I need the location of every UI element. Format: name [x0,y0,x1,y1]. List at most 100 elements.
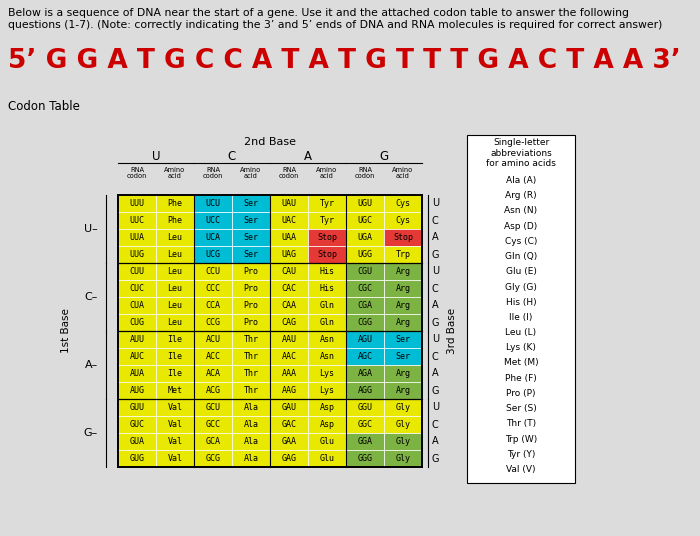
Text: C: C [432,284,439,294]
Text: GGC: GGC [358,420,372,429]
Bar [156,229,194,246]
Text: Val: Val [167,437,183,446]
Text: ACA: ACA [206,369,220,378]
Text: GGU: GGU [358,403,372,412]
Text: Ser: Ser [244,233,258,242]
Bar [194,331,232,348]
Text: ACC: ACC [206,352,220,361]
Text: Met: Met [167,386,183,395]
Text: Tyr (Y): Tyr (Y) [507,450,536,459]
Text: UGA: UGA [358,233,372,242]
Text: CAC: CAC [281,284,297,293]
Text: G: G [432,453,440,464]
Bar [308,450,346,467]
Bar [194,280,232,297]
Bar [384,212,422,229]
Text: Lys: Lys [319,386,335,395]
Bar [118,195,156,212]
Text: A: A [432,233,439,242]
Text: Gly: Gly [395,403,410,412]
Text: CUC: CUC [130,284,144,293]
Text: G–: G– [84,428,98,438]
Bar [194,399,232,416]
Bar [232,246,270,263]
Bar [384,263,422,280]
Bar [232,433,270,450]
Bar [346,399,384,416]
Text: Ser: Ser [244,199,258,208]
Text: GGA: GGA [358,437,372,446]
Bar [270,331,308,348]
Bar [346,263,384,280]
Text: Gln: Gln [319,301,335,310]
Text: GCG: GCG [206,454,220,463]
Text: CAG: CAG [281,318,297,327]
Bar [156,416,194,433]
Bar [118,229,156,246]
Text: Leu: Leu [167,318,183,327]
Text: Thr: Thr [244,335,258,344]
Text: Amino
acid: Amino acid [393,167,414,180]
Text: AUC: AUC [130,352,144,361]
Bar [156,246,194,263]
Bar [467,135,575,483]
Text: CCC: CCC [206,284,220,293]
Text: GCA: GCA [206,437,220,446]
Text: GCU: GCU [206,403,220,412]
Text: A: A [304,150,312,163]
Bar [118,212,156,229]
Text: CAA: CAA [281,301,297,310]
Text: Phe: Phe [167,216,183,225]
Text: Met (M): Met (M) [504,359,538,368]
Text: UAG: UAG [281,250,297,259]
Text: Glu: Glu [319,454,335,463]
Bar [270,212,308,229]
Bar [232,229,270,246]
Text: UCG: UCG [206,250,220,259]
Text: His: His [319,267,335,276]
Bar [346,433,384,450]
Text: Ser: Ser [395,335,410,344]
Text: UUG: UUG [130,250,144,259]
Bar [270,399,308,416]
Bar [118,399,156,416]
Text: Thr: Thr [244,352,258,361]
Text: UUA: UUA [130,233,144,242]
Text: Leu: Leu [167,250,183,259]
Text: AAC: AAC [281,352,297,361]
Text: Asn: Asn [319,335,335,344]
Text: Gln (Q): Gln (Q) [505,252,537,261]
Text: Cys (C): Cys (C) [505,237,537,246]
Text: RNA
codon: RNA codon [127,167,147,180]
Text: Leu: Leu [167,301,183,310]
Bar [270,280,308,297]
Text: AAG: AAG [281,386,297,395]
Text: Cys: Cys [395,216,410,225]
Text: 3rd Base: 3rd Base [447,308,457,354]
Text: Ala: Ala [244,437,258,446]
Text: AAA: AAA [281,369,297,378]
Bar [270,433,308,450]
Text: CGA: CGA [358,301,372,310]
Text: G: G [432,317,440,327]
Text: GAC: GAC [281,420,297,429]
Text: Ala (A): Ala (A) [506,176,536,185]
Text: CCG: CCG [206,318,220,327]
Bar [156,433,194,450]
Bar [118,416,156,433]
Text: Phe (F): Phe (F) [505,374,537,383]
Bar [194,314,232,331]
Text: GUC: GUC [130,420,144,429]
Bar [156,450,194,467]
Text: AUA: AUA [130,369,144,378]
Bar [384,314,422,331]
Text: RNA
codon: RNA codon [355,167,375,180]
Bar [308,246,346,263]
Text: Glu (E): Glu (E) [505,267,536,276]
Text: Pro: Pro [244,301,258,310]
Text: UAA: UAA [281,233,297,242]
Text: Ala: Ala [244,403,258,412]
Bar [270,314,308,331]
Text: UGG: UGG [358,250,372,259]
Text: Thr: Thr [244,369,258,378]
